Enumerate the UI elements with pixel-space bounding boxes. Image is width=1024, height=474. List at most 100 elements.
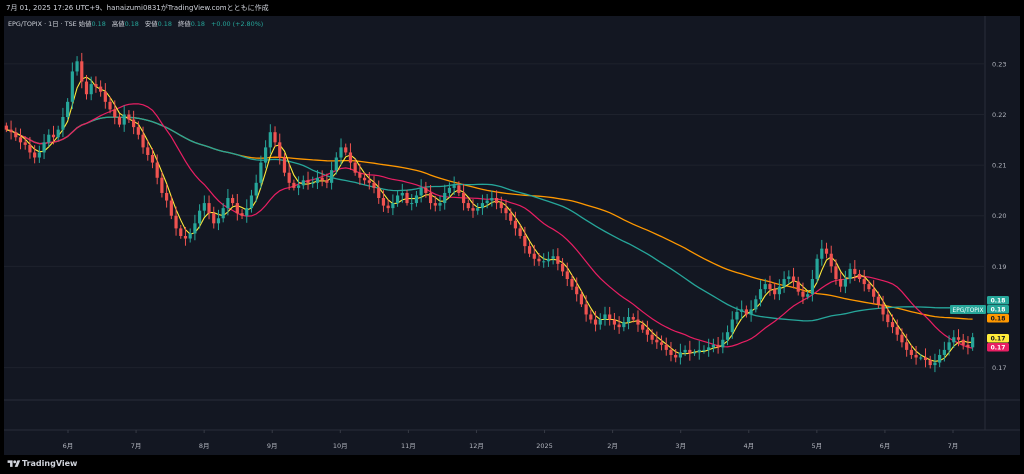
candle-body <box>296 185 301 188</box>
candle-body <box>117 117 122 125</box>
candle-body <box>348 152 353 163</box>
candle-body <box>466 203 470 209</box>
value-badge-label: 0.18 <box>991 298 1006 305</box>
legend-high-label: 高値 <box>111 20 125 28</box>
candle-body <box>575 286 579 295</box>
candle-body <box>886 314 890 323</box>
candle-body <box>23 142 27 145</box>
chart-pane[interactable] <box>4 16 1020 455</box>
price-axis: 0.23 0.22 0.21 0.20 0.19 0.17 <box>992 60 1006 372</box>
candle-body <box>150 154 155 163</box>
legend-open-value: 0.18 <box>91 20 106 28</box>
candle-body <box>782 279 786 287</box>
candle-body <box>810 279 814 295</box>
candle-body <box>872 289 876 297</box>
candle-body <box>914 354 918 358</box>
value-badge-label: 0.18 <box>991 307 1006 314</box>
candle-body <box>254 182 258 196</box>
candle-body <box>273 132 277 143</box>
candles <box>4 52 975 373</box>
candle-body <box>560 263 565 272</box>
candle-body <box>235 203 239 214</box>
ma-yellow-line <box>6 76 973 362</box>
candle-body <box>367 180 371 183</box>
x-tick-label: 6月 <box>63 442 74 450</box>
candle-body <box>829 253 833 267</box>
candle-body <box>758 289 763 300</box>
candle-body <box>744 309 748 315</box>
candle-body <box>509 213 513 221</box>
candle-body <box>674 354 678 358</box>
candle-body <box>824 248 829 254</box>
candle-body <box>749 309 753 315</box>
y-tick-label: 0.22 <box>992 111 1006 119</box>
candle-body <box>570 279 574 287</box>
y-tick-label: 0.17 <box>992 364 1006 372</box>
legend-close-label: 終値 <box>177 20 191 28</box>
candle-body <box>174 215 178 229</box>
tradingview-brand: TradingView <box>22 459 78 468</box>
candle-body <box>66 101 70 118</box>
candle-body <box>938 354 942 363</box>
candle-body <box>292 182 296 188</box>
candle-body <box>339 147 343 158</box>
top-bar: 7月 01, 2025 17:26 UTC+9、hanaizumi0831がTr… <box>0 0 1024 16</box>
legend-low-label: 安値 <box>144 20 158 28</box>
candle-body <box>141 134 145 148</box>
y-tick-label: 0.20 <box>992 212 1006 220</box>
ma-teal-line <box>6 116 973 322</box>
candle-body <box>358 172 362 178</box>
candle-body <box>626 316 631 323</box>
time-axis: 6月 7月 8月 9月 10月 11月 12月 2025 2月 3月 4月 5月 6月 7月 <box>63 430 958 450</box>
candle-body <box>268 132 272 148</box>
candle-body <box>160 177 164 193</box>
candle-body <box>603 314 607 320</box>
candle-body <box>183 235 188 239</box>
price-tag-label: EPG/TOPIX <box>953 308 984 314</box>
candle-body <box>556 256 560 264</box>
x-tick-label: 2月 <box>607 442 618 450</box>
y-tick-label: 0.19 <box>992 263 1006 271</box>
legend-high-value: 0.18 <box>124 20 139 28</box>
candle-body <box>433 203 437 206</box>
x-tick-label: 9月 <box>267 442 278 450</box>
candlestick-chart[interactable]: 0.23 0.22 0.21 0.20 0.19 0.17 6月 7月 8月 9月 10月 11月 1… <box>0 0 1024 455</box>
candle-body <box>499 203 503 209</box>
candle-body <box>721 339 725 348</box>
candle-body <box>56 129 60 138</box>
value-badge-label: 0.17 <box>991 345 1006 352</box>
candle-body <box>678 352 683 358</box>
candle-body <box>4 125 8 130</box>
candle-body <box>754 299 758 310</box>
candle-body <box>622 322 626 328</box>
candle-body <box>857 273 862 280</box>
candle-body <box>476 208 480 211</box>
candle-body <box>617 324 621 328</box>
candle-body <box>259 162 263 183</box>
candle-body <box>447 187 452 193</box>
candle-body <box>198 210 202 224</box>
y-tick-label: 0.21 <box>992 162 1006 170</box>
candle-body <box>669 349 673 355</box>
candle-body <box>325 180 329 183</box>
candle-body <box>108 101 112 110</box>
x-tick-label: 7月 <box>131 442 142 450</box>
x-tick-label: 6月 <box>880 442 891 450</box>
candle-body <box>584 304 588 315</box>
candle-body <box>353 162 357 173</box>
candle-body <box>777 286 781 295</box>
candle-body <box>344 147 348 153</box>
candle-body <box>89 84 93 95</box>
value-badge <box>987 343 1009 352</box>
candle-body <box>212 213 216 224</box>
x-tick-label: 11月 <box>401 442 416 450</box>
candle-body <box>546 258 551 262</box>
candle-body <box>692 352 697 354</box>
candle-body <box>763 284 767 290</box>
candle-body <box>28 144 32 153</box>
candle-body <box>51 134 56 138</box>
candle-body <box>311 182 315 184</box>
candle-body <box>707 347 711 350</box>
candle-body <box>513 220 518 229</box>
candle-body <box>612 319 617 325</box>
